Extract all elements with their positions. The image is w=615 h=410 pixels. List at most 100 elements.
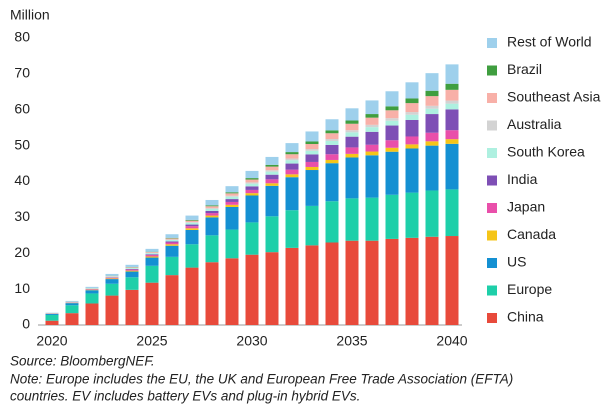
- bar-segment: [65, 300, 79, 302]
- note: Note: Europe includes the EU, the UK and…: [10, 372, 513, 387]
- bar-segment: [425, 90, 439, 97]
- bar-segment: [245, 189, 259, 194]
- bar-segment: [185, 229, 199, 245]
- bar-segment: [325, 163, 339, 202]
- legend-label: Canada: [507, 226, 556, 242]
- bar-segment: [205, 210, 219, 214]
- bar-segment: [405, 112, 419, 115]
- bar-segment: [105, 276, 119, 278]
- bar-segment: [125, 264, 139, 267]
- bar-segment: [65, 303, 79, 306]
- bar-segment: [185, 226, 199, 229]
- bar-segment: [285, 247, 299, 325]
- bar-segment: [145, 256, 159, 258]
- bar-segment: [65, 305, 79, 314]
- bar-segment: [205, 213, 219, 216]
- bar-segment: [305, 161, 319, 167]
- bar-segment: [65, 313, 79, 325]
- legend-label: India: [507, 171, 538, 187]
- bar-segment: [145, 252, 159, 253]
- bar-segment: [245, 193, 259, 196]
- bar-segment: [305, 170, 319, 206]
- y-tick-label: 10: [14, 280, 30, 296]
- bar-segment: [185, 219, 199, 221]
- bar-segment: [365, 117, 379, 125]
- bar-segment: [165, 242, 179, 245]
- bar-segment: [425, 141, 439, 146]
- bar-segment: [385, 118, 399, 121]
- bar-segment: [365, 240, 379, 325]
- bar-segment: [405, 114, 419, 120]
- bar-segment: [225, 204, 239, 207]
- bar-segment: [165, 239, 179, 242]
- bar-segment: [285, 154, 299, 159]
- legend-swatch: [487, 148, 497, 158]
- bar-segment: [225, 186, 239, 193]
- bar-segment: [125, 269, 139, 270]
- bar-segment: [305, 141, 319, 145]
- bar-segment: [205, 206, 219, 209]
- y-tick-label: 40: [14, 172, 30, 188]
- bar-segment: [325, 119, 339, 131]
- bar-segment: [285, 210, 299, 248]
- y-tick-label: 20: [14, 244, 30, 260]
- y-axis-label: Million: [10, 7, 50, 23]
- bar-segment: [265, 171, 279, 175]
- bar-segment: [405, 103, 419, 113]
- bar-segment: [405, 237, 419, 325]
- bar-segment: [265, 216, 279, 253]
- bar-segment: [185, 244, 199, 268]
- bar-segment: [305, 166, 319, 171]
- bar-segment: [185, 228, 199, 230]
- y-tick-label: 50: [14, 136, 30, 152]
- bar-segment: [205, 217, 219, 236]
- bar-segment: [365, 155, 379, 198]
- bar-segment: [205, 199, 219, 206]
- bar-segment: [405, 82, 419, 99]
- bar-segment: [385, 147, 399, 152]
- bar-segment: [325, 159, 339, 164]
- bar-segment: [345, 157, 359, 199]
- legend-label: Europe: [507, 281, 552, 297]
- bar-segment: [345, 120, 359, 124]
- bar-segment: [285, 143, 299, 153]
- bar-segment: [225, 206, 239, 230]
- legend-label: Australia: [507, 116, 562, 132]
- bar-segment: [205, 262, 219, 325]
- bar-segment: [145, 257, 159, 266]
- bar-segment: [405, 192, 419, 238]
- bar-segment: [205, 208, 219, 209]
- bar-segment: [405, 144, 419, 149]
- bar-segment: [165, 239, 179, 240]
- bar-segment: [425, 145, 439, 191]
- bar-segment: [185, 215, 199, 220]
- bar-segment: [165, 237, 179, 239]
- bar-segment: [285, 158, 299, 161]
- bar-segment: [185, 220, 199, 223]
- bar-segment: [425, 105, 439, 109]
- bar-segment: [145, 265, 159, 283]
- bar-segment: [385, 151, 399, 195]
- bar-segment: [405, 98, 419, 104]
- bar-segment: [45, 314, 59, 321]
- bar-segment: [345, 123, 359, 131]
- bar-segment: [365, 100, 379, 115]
- bar-segment: [445, 143, 459, 190]
- bar-segment: [165, 241, 179, 243]
- bar-segment: [365, 144, 379, 152]
- bar-segment: [445, 139, 459, 144]
- bar-segment: [325, 130, 339, 134]
- bar-segment: [85, 286, 99, 288]
- bar-segment: [285, 177, 299, 211]
- bar-segment: [385, 91, 399, 107]
- x-tick-label: 2040: [436, 333, 467, 349]
- bar-segment: [325, 133, 339, 139]
- bar-segment: [165, 275, 179, 325]
- bar-segment: [45, 320, 59, 325]
- y-tick-label: 30: [14, 208, 30, 224]
- legend-swatch: [487, 285, 497, 296]
- bar-segment: [405, 119, 419, 137]
- bar-segment: [85, 289, 99, 291]
- bar-segment: [265, 185, 279, 217]
- bar-segment: [245, 222, 259, 255]
